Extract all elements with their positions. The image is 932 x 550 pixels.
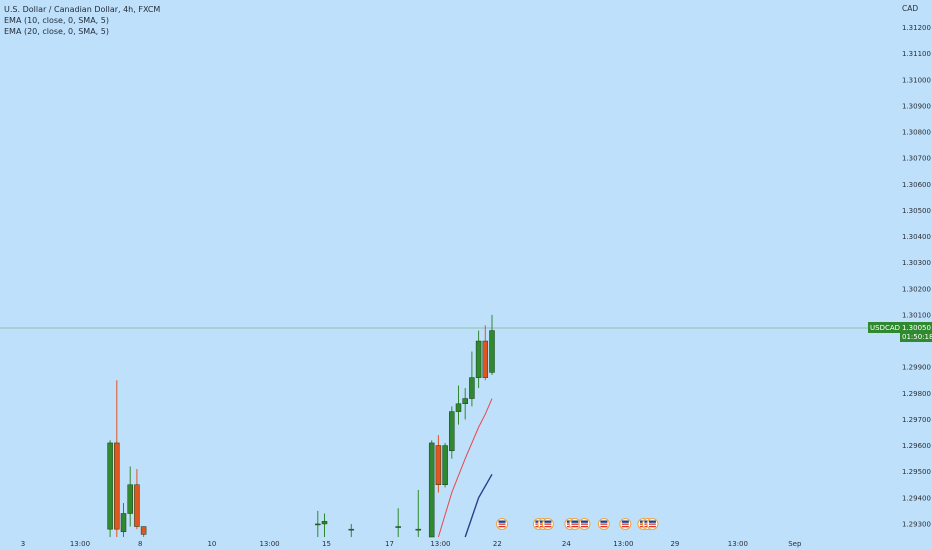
candle	[315, 510, 321, 537]
currency-label: CAD	[902, 4, 918, 13]
candle	[462, 388, 468, 420]
candle	[348, 523, 355, 537]
ema10-line	[437, 398, 493, 538]
y-tick-label: 1.30200	[902, 285, 931, 293]
y-tick-label: 1.31000	[902, 76, 931, 84]
candle-body	[107, 442, 113, 530]
y-tick-label: 1.30300	[902, 259, 931, 267]
flag-icon	[597, 518, 610, 530]
candles	[107, 314, 495, 538]
y-tick-label: 1.29600	[902, 442, 931, 450]
legend-ema10[interactable]: EMA (10, close, 0, SMA, 5)	[4, 16, 109, 25]
flag-icon	[646, 518, 659, 530]
candle-body	[114, 442, 120, 530]
countdown: 01:50:18	[902, 333, 932, 341]
y-tick-label: 1.30600	[902, 181, 931, 189]
candle	[395, 508, 401, 537]
candle	[449, 406, 455, 459]
candle-body	[475, 340, 482, 378]
candle	[140, 526, 147, 537]
candle-body	[321, 521, 328, 525]
flag-icon	[496, 518, 509, 530]
ema20-line	[464, 473, 493, 538]
economic-events	[496, 518, 659, 530]
x-tick-label: Sep	[788, 540, 802, 548]
y-tick-label: 1.29400	[902, 494, 931, 502]
y-axis[interactable]: CAD 1.31200 1.31100 1.31000 1.30900 1.30800 1…	[902, 4, 931, 528]
candle-body	[442, 445, 448, 485]
y-tick-label: 1.29500	[902, 468, 931, 476]
candle	[415, 489, 422, 537]
candle	[127, 466, 133, 527]
candle-body	[435, 445, 442, 485]
x-tick-label: 17	[385, 540, 394, 548]
y-tick-label: 1.29900	[902, 364, 931, 372]
current-price: 1.30050	[902, 324, 931, 332]
candle-body	[489, 330, 495, 373]
symbol-tag: USDCAD	[870, 324, 900, 332]
candle	[428, 440, 435, 538]
x-tick-label: 3	[21, 540, 25, 548]
y-tick-label: 1.31100	[902, 50, 931, 58]
current-price-label: USDCAD 1.30050 01:50:18	[868, 322, 932, 342]
candle	[442, 442, 448, 488]
x-tick-label: 13:00	[728, 540, 748, 548]
candle	[482, 325, 489, 381]
candle-body	[462, 398, 468, 404]
candle-body	[428, 442, 435, 538]
x-tick-label: 24	[562, 540, 571, 548]
candle-body	[449, 411, 455, 452]
x-tick-label: 15	[322, 540, 331, 548]
candle	[469, 351, 475, 407]
y-tick-label: 1.29300	[902, 520, 931, 528]
y-tick-label: 1.30800	[902, 129, 931, 137]
y-tick-label: 1.30900	[902, 102, 931, 110]
y-tick-label: 1.30500	[902, 207, 931, 215]
y-tick-label: 1.30400	[902, 233, 931, 241]
x-tick-label: 29	[670, 540, 679, 548]
y-tick-label: 1.30100	[902, 311, 931, 319]
x-tick-label: 22	[493, 540, 502, 548]
candle-body	[315, 523, 321, 526]
candle-body	[395, 526, 401, 528]
candle	[114, 380, 120, 537]
y-tick-label: 1.31200	[902, 24, 931, 32]
candle	[489, 314, 495, 376]
legend-ema20[interactable]: EMA (20, close, 0, SMA, 5)	[4, 27, 109, 36]
candle-body	[134, 484, 140, 527]
legend-title[interactable]: U.S. Dollar / Canadian Dollar, 4h, FXCM	[4, 5, 161, 14]
candle	[120, 503, 127, 537]
candle	[475, 330, 482, 389]
candle-body	[415, 528, 422, 531]
candle-body	[482, 340, 489, 378]
candle	[455, 385, 462, 425]
candle-body	[348, 528, 355, 531]
candle-body	[469, 377, 475, 399]
candle-body	[127, 484, 133, 514]
flag-icon	[578, 518, 591, 530]
x-axis[interactable]: 3 13:00 8 10 13:00 15 17 13:00 22 24 13:00 29 13:00 S…	[21, 540, 802, 548]
flag-icon	[619, 518, 632, 530]
x-tick-label: 13:00	[259, 540, 279, 548]
y-tick-label: 1.30700	[902, 155, 931, 163]
candle-body	[120, 513, 127, 533]
x-tick-label: 8	[138, 540, 142, 548]
chart-legend: U.S. Dollar / Canadian Dollar, 4h, FXCM …	[4, 4, 160, 37]
candle	[321, 513, 328, 537]
flag-icon	[541, 518, 554, 530]
x-tick-label: 10	[207, 540, 216, 548]
x-tick-label: 13:00	[70, 540, 90, 548]
x-tick-label: 13:00	[613, 540, 633, 548]
candle-body	[140, 526, 147, 535]
y-tick-label: 1.29800	[902, 390, 931, 398]
x-tick-label: 13:00	[430, 540, 450, 548]
candle	[107, 440, 113, 537]
y-tick-label: 1.29700	[902, 416, 931, 424]
candle	[134, 469, 140, 530]
candle	[435, 435, 442, 493]
candle-body	[455, 403, 462, 412]
